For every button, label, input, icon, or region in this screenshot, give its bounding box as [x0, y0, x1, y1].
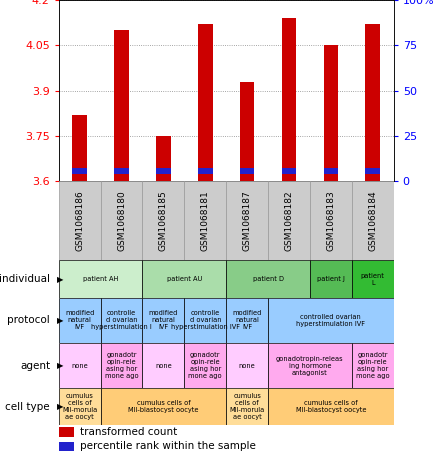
Text: agent: agent — [20, 361, 50, 371]
Bar — [323, 168, 337, 173]
Bar — [100, 298, 142, 343]
Bar — [351, 343, 393, 388]
Bar — [365, 168, 379, 173]
Bar — [239, 168, 254, 173]
Bar — [59, 442, 74, 451]
Bar — [142, 260, 226, 298]
Text: patient AU: patient AU — [166, 276, 201, 282]
Text: patient
L: patient L — [360, 273, 384, 285]
Bar — [184, 181, 226, 260]
Text: GSM1068187: GSM1068187 — [242, 190, 251, 251]
Text: cumulus cells of
MII-blastocyst oocyte: cumulus cells of MII-blastocyst oocyte — [128, 400, 198, 413]
Bar — [239, 82, 254, 181]
Bar — [184, 343, 226, 388]
Text: none: none — [155, 362, 171, 369]
Text: cumulus
cells of
MII-morula
ae oocyt: cumulus cells of MII-morula ae oocyt — [62, 393, 97, 420]
Text: GSM1068185: GSM1068185 — [158, 190, 168, 251]
Bar — [226, 343, 267, 388]
Bar — [114, 30, 128, 181]
Bar — [59, 427, 74, 437]
Text: gonadotropin-releas
ing hormone
antagonist: gonadotropin-releas ing hormone antagoni… — [276, 356, 343, 376]
Text: controlle
d ovarian
hyperstimulation I: controlle d ovarian hyperstimulation I — [91, 310, 151, 330]
Bar — [226, 388, 267, 425]
Bar — [142, 181, 184, 260]
Text: ▶: ▶ — [56, 316, 63, 325]
Bar — [309, 181, 351, 260]
Bar — [59, 260, 142, 298]
Text: modified
natural
IVF: modified natural IVF — [232, 310, 261, 330]
Bar — [197, 168, 212, 173]
Text: controlle
d ovarian
hyperstimulation IVF: controlle d ovarian hyperstimulation IVF — [171, 310, 239, 330]
Text: modified
natural
IVF: modified natural IVF — [65, 310, 94, 330]
Bar — [226, 298, 267, 343]
Bar — [100, 388, 226, 425]
Text: gonadotr
opin-rele
asing hor
mone ago: gonadotr opin-rele asing hor mone ago — [188, 352, 222, 379]
Text: patient AH: patient AH — [83, 276, 118, 282]
Bar — [281, 18, 296, 181]
Bar — [351, 260, 393, 298]
Text: patient D: patient D — [252, 276, 283, 282]
Bar — [281, 168, 296, 173]
Bar — [156, 168, 170, 173]
Text: gonadotr
opin-rele
asing hor
mone ago: gonadotr opin-rele asing hor mone ago — [355, 352, 389, 379]
Bar — [156, 136, 170, 181]
Bar — [351, 181, 393, 260]
Bar — [100, 181, 142, 260]
Text: cell type: cell type — [5, 402, 50, 412]
Bar — [267, 298, 393, 343]
Text: ▶: ▶ — [56, 275, 63, 284]
Bar — [309, 260, 351, 298]
Bar — [142, 343, 184, 388]
Bar — [323, 45, 337, 181]
Bar — [365, 24, 379, 181]
Text: protocol: protocol — [7, 315, 50, 325]
Bar — [59, 298, 100, 343]
Text: ▶: ▶ — [56, 402, 63, 411]
Bar — [114, 168, 128, 173]
Bar — [226, 181, 267, 260]
Bar — [197, 24, 212, 181]
Text: GSM1068180: GSM1068180 — [117, 190, 126, 251]
Text: individual: individual — [0, 274, 50, 284]
Text: cumulus cells of
MII-blastocyst oocyte: cumulus cells of MII-blastocyst oocyte — [295, 400, 365, 413]
Text: none: none — [71, 362, 88, 369]
Bar — [59, 343, 100, 388]
Text: gonadotr
opin-rele
asing hor
mone ago: gonadotr opin-rele asing hor mone ago — [105, 352, 138, 379]
Bar — [226, 260, 309, 298]
Bar — [267, 388, 393, 425]
Text: patient J: patient J — [316, 276, 344, 282]
Text: percentile rank within the sample: percentile rank within the sample — [80, 441, 256, 451]
Bar — [142, 298, 184, 343]
Bar — [184, 298, 226, 343]
Bar — [267, 181, 309, 260]
Text: GSM1068186: GSM1068186 — [75, 190, 84, 251]
Bar — [72, 168, 87, 173]
Text: controlled ovarian
hyperstimulation IVF: controlled ovarian hyperstimulation IVF — [296, 314, 365, 327]
Bar — [100, 343, 142, 388]
Text: GSM1068182: GSM1068182 — [284, 191, 293, 251]
Text: GSM1068184: GSM1068184 — [368, 191, 376, 251]
Text: ▶: ▶ — [56, 361, 63, 370]
Bar — [267, 343, 351, 388]
Text: GSM1068183: GSM1068183 — [326, 190, 335, 251]
Text: modified
natural
IVF: modified natural IVF — [148, 310, 178, 330]
Text: cumulus
cells of
MII-morula
ae oocyt: cumulus cells of MII-morula ae oocyt — [229, 393, 264, 420]
Text: transformed count: transformed count — [80, 427, 178, 437]
Bar — [59, 388, 100, 425]
Bar — [72, 115, 87, 181]
Text: none: none — [238, 362, 255, 369]
Bar — [59, 181, 100, 260]
Text: GSM1068181: GSM1068181 — [201, 190, 209, 251]
